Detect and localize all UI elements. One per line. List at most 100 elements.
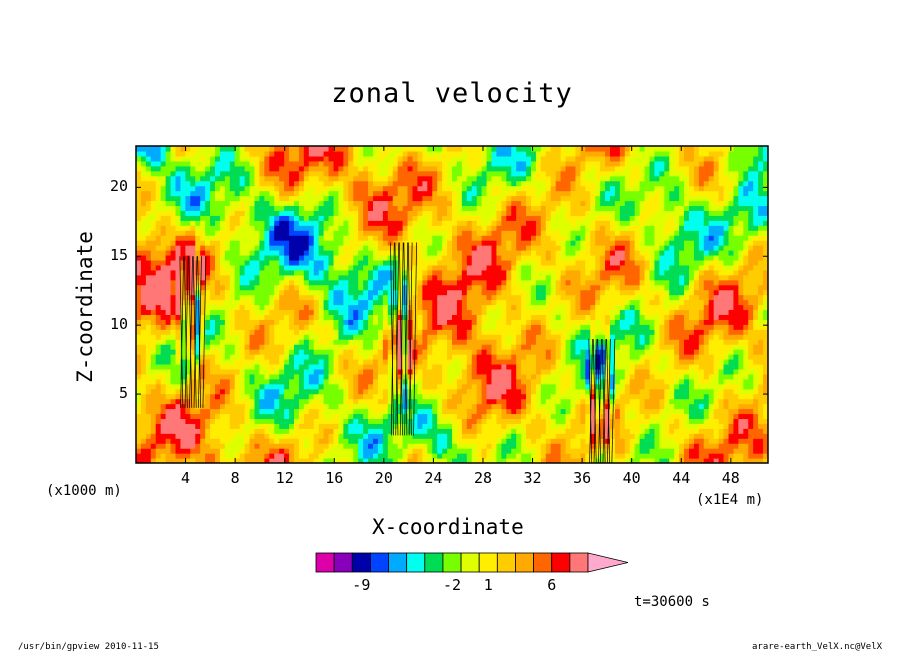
heatmap-cell: [328, 220, 335, 226]
heatmap-cell: [363, 299, 369, 306]
heatmap-cell: [437, 220, 443, 226]
heatmap-cell: [397, 344, 404, 350]
heatmap-cell: [229, 458, 236, 463]
heatmap-cell: [373, 413, 379, 420]
heatmap-cell: [511, 185, 517, 192]
heatmap-cell: [516, 250, 522, 256]
heatmap-cell: [318, 408, 325, 415]
heatmap-cell: [264, 329, 270, 335]
heatmap-cell: [338, 304, 344, 311]
heatmap-cell: [511, 408, 517, 415]
heatmap-cell: [501, 309, 507, 315]
heatmap-cell: [511, 259, 517, 266]
heatmap-cell: [328, 403, 335, 410]
heatmap-cell: [412, 225, 419, 231]
heatmap-cell: [511, 418, 517, 424]
heatmap-cell: [160, 363, 167, 370]
heatmap-cell: [224, 334, 231, 340]
heatmap-cell: [343, 146, 349, 152]
heatmap-cell: [219, 388, 226, 395]
heatmap-cell: [210, 220, 216, 226]
heatmap-cell: [427, 190, 433, 197]
heatmap-cell: [417, 329, 423, 335]
heatmap-cell: [269, 210, 275, 216]
heatmap-cell: [412, 185, 419, 192]
heatmap-cell: [170, 314, 177, 320]
heatmap-cell: [140, 428, 147, 434]
heatmap-cell: [170, 329, 177, 335]
heatmap-cell: [382, 250, 389, 256]
heatmap-cell: [205, 205, 211, 211]
heatmap-cell: [373, 195, 379, 202]
heatmap-cell: [264, 423, 270, 429]
heatmap-cell: [392, 210, 399, 216]
heatmap-cell: [160, 205, 167, 211]
heatmap-cell: [338, 146, 344, 152]
heatmap-cell: [511, 373, 517, 380]
heatmap-cell: [224, 264, 231, 271]
heatmap-cell: [343, 373, 349, 380]
heatmap-cell: [289, 225, 295, 231]
heatmap-cell: [506, 160, 512, 167]
heatmap-cell: [215, 195, 221, 202]
heatmap-cell: [313, 304, 320, 311]
heatmap-cell: [155, 230, 162, 236]
heatmap-cell: [200, 453, 206, 459]
heatmap-cell: [397, 329, 404, 335]
heatmap-cell: [377, 448, 384, 454]
heatmap-cell: [145, 314, 152, 320]
heatmap-cell: [155, 205, 162, 211]
heatmap-cell: [471, 215, 478, 221]
heatmap-cell: [348, 448, 354, 454]
heatmap-cell: [437, 274, 443, 281]
heatmap-cell: [432, 294, 438, 301]
heatmap-cell: [368, 175, 374, 182]
heatmap-cell: [210, 443, 216, 449]
heatmap-cell: [392, 299, 399, 306]
heatmap-cell: [289, 299, 295, 306]
heatmap-cell: [437, 195, 443, 202]
heatmap-cell: [486, 150, 493, 157]
heatmap-cell: [452, 363, 458, 370]
heatmap-cell: [382, 413, 389, 420]
heatmap-cell: [501, 170, 507, 177]
heatmap-cell: [318, 200, 325, 207]
heatmap-cell: [437, 339, 443, 345]
heatmap-cell: [491, 423, 498, 429]
heatmap-cell: [392, 150, 399, 157]
heatmap-cell: [368, 264, 374, 271]
heatmap-cell: [402, 150, 409, 157]
heatmap-cell: [175, 225, 182, 231]
heatmap-cell: [303, 418, 310, 424]
heatmap-cell: [348, 314, 354, 320]
heatmap-cell: [338, 289, 344, 296]
heatmap-cell: [180, 443, 186, 449]
heatmap-cell: [308, 195, 315, 202]
heatmap-cell: [294, 314, 300, 320]
heatmap-cell: [427, 299, 433, 306]
heatmap-cell: [481, 358, 488, 365]
heatmap-cell: [215, 160, 221, 167]
heatmap-cell: [160, 284, 167, 291]
heatmap-cell: [298, 309, 305, 315]
heatmap-cell: [308, 309, 315, 315]
heatmap-cell: [313, 393, 320, 400]
heatmap-cell: [427, 215, 433, 221]
heatmap-cell: [432, 388, 438, 395]
heatmap-cell: [407, 175, 414, 182]
heatmap-cell: [279, 190, 285, 197]
heatmap-cell: [160, 339, 167, 345]
heatmap-cell: [308, 378, 315, 385]
heatmap-cell: [476, 423, 483, 429]
heatmap-cell: [373, 299, 379, 306]
heatmap-cell: [313, 185, 320, 192]
heatmap-cell: [303, 165, 310, 172]
heatmap-cell: [239, 344, 246, 350]
heatmap-cell: [412, 195, 419, 202]
heatmap-cell: [224, 259, 231, 266]
heatmap-cell: [234, 264, 241, 271]
heatmap-cell: [382, 349, 389, 355]
heatmap-cell: [298, 160, 305, 167]
heatmap-cell: [308, 279, 315, 286]
heatmap-cell: [318, 180, 325, 187]
